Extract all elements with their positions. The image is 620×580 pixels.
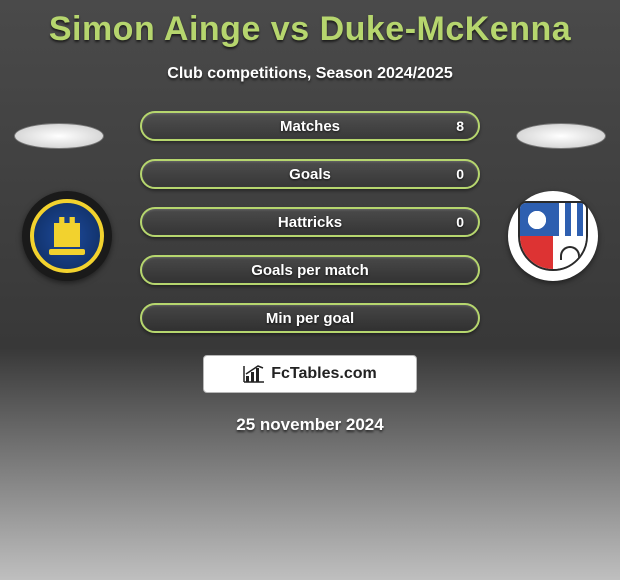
lion-icon — [520, 236, 553, 269]
stat-bar: Hattricks 0 — [140, 207, 480, 237]
comparison-panel: Matches 8 Goals 0 Hattricks 0 Goals per match M… — [0, 111, 620, 435]
date-label: 25 november 2024 — [0, 415, 620, 435]
stat-label: Hattricks — [278, 214, 342, 231]
stat-bar: Goals per match — [140, 255, 480, 285]
stat-value-right: 0 — [456, 166, 464, 182]
stat-value-right: 0 — [456, 214, 464, 230]
brand-badge[interactable]: FcTables.com — [203, 355, 417, 393]
stat-label: Goals per match — [251, 262, 369, 279]
stat-bar: Goals 0 — [140, 159, 480, 189]
stat-label: Matches — [280, 118, 340, 135]
stat-value-right: 8 — [456, 118, 464, 134]
player-photo-placeholder-right — [516, 123, 606, 149]
chart-icon — [243, 365, 265, 383]
arch-icon — [560, 246, 580, 260]
subtitle: Club competitions, Season 2024/2025 — [0, 65, 620, 83]
rose-icon — [528, 211, 546, 229]
club-badge-right — [508, 191, 598, 281]
brand-label: FcTables.com — [271, 365, 377, 383]
player-photo-placeholder-left — [14, 123, 104, 149]
stat-bar: Min per goal — [140, 303, 480, 333]
stat-label: Min per goal — [266, 310, 354, 327]
stat-bar: Matches 8 — [140, 111, 480, 141]
stripes-icon — [553, 203, 586, 236]
stat-label: Goals — [289, 166, 331, 183]
page-title: Simon Ainge vs Duke-McKenna — [0, 0, 620, 49]
stat-bars: Matches 8 Goals 0 Hattricks 0 Goals per match M… — [140, 111, 480, 333]
club-badge-left — [22, 191, 112, 281]
tower-icon — [54, 217, 80, 247]
